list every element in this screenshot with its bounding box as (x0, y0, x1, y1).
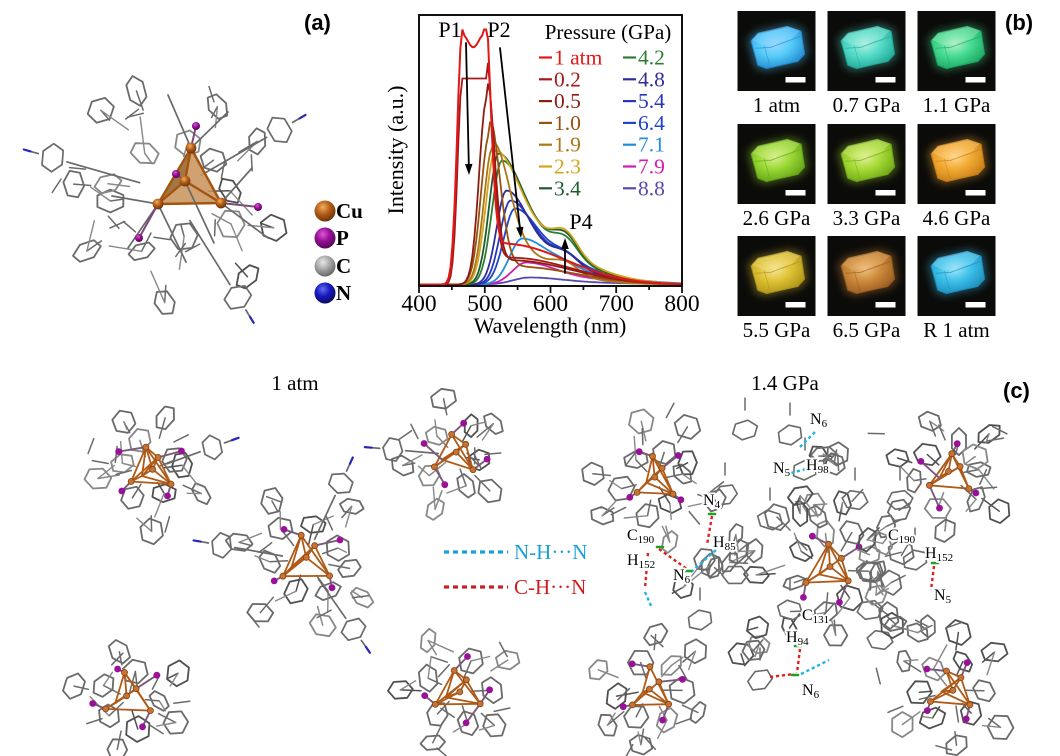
svg-text:2.3: 2.3 (554, 155, 581, 179)
svg-text:6.5 GPa: 6.5 GPa (833, 318, 901, 342)
svg-text:C-H···N: C-H···N (514, 575, 586, 599)
svg-text:1.9: 1.9 (554, 133, 581, 157)
svg-text:P: P (336, 226, 349, 250)
svg-text:6.4: 6.4 (638, 111, 665, 135)
svg-text:H152: H152 (627, 552, 655, 571)
svg-text:Wavelength (nm): Wavelength (nm) (474, 313, 627, 338)
svg-text:1 atm: 1 atm (271, 371, 318, 395)
svg-text:Pressure (GPa): Pressure (GPa) (545, 20, 672, 44)
svg-text:N-H···N: N-H···N (514, 540, 587, 564)
svg-text:P4: P4 (569, 209, 592, 234)
svg-text:P1: P1 (438, 17, 461, 42)
svg-text:600: 600 (533, 291, 568, 317)
svg-text:N: N (336, 281, 351, 305)
svg-text:1.0: 1.0 (554, 111, 581, 135)
svg-text:1.1 GPa: 1.1 GPa (923, 93, 991, 117)
svg-text:C190: C190 (627, 527, 655, 546)
svg-text:1.4 GPa: 1.4 GPa (751, 371, 819, 395)
svg-text:(c): (c) (1003, 378, 1030, 403)
svg-text:Cu: Cu (336, 199, 363, 223)
svg-text:7.9: 7.9 (638, 155, 665, 179)
svg-text:2.6 GPa: 2.6 GPa (743, 206, 811, 230)
svg-text:1 atm: 1 atm (753, 93, 800, 117)
svg-text:3.3 GPa: 3.3 GPa (833, 206, 901, 230)
svg-text:4.2: 4.2 (638, 46, 665, 70)
svg-text:R 1 atm: R 1 atm (923, 318, 990, 342)
svg-text:H94: H94 (786, 629, 809, 648)
svg-text:4.6 GPa: 4.6 GPa (923, 206, 991, 230)
svg-text:C190: C190 (888, 527, 916, 546)
svg-text:700: 700 (599, 291, 634, 317)
svg-text:N6: N6 (802, 682, 820, 701)
svg-text:0.7 GPa: 0.7 GPa (833, 93, 901, 117)
svg-text:H152: H152 (925, 545, 953, 564)
svg-text:(b): (b) (1005, 10, 1033, 35)
svg-text:1 atm: 1 atm (554, 46, 603, 70)
svg-text:7.1: 7.1 (638, 133, 665, 157)
svg-text:400: 400 (401, 291, 436, 317)
svg-text:N6: N6 (810, 411, 828, 430)
svg-text:500: 500 (467, 291, 502, 317)
svg-text:5.4: 5.4 (638, 89, 665, 113)
svg-text:4.8: 4.8 (638, 67, 665, 91)
svg-text:8.8: 8.8 (638, 176, 665, 200)
svg-text:3.4: 3.4 (554, 176, 581, 200)
svg-text:P2: P2 (487, 17, 510, 42)
svg-text:C: C (336, 254, 351, 278)
svg-text:0.5: 0.5 (554, 89, 581, 113)
svg-text:N4: N4 (703, 492, 721, 511)
svg-text:Intensity (a.u.): Intensity (a.u.) (383, 86, 408, 215)
svg-text:N5: N5 (934, 587, 952, 606)
svg-text:N5: N5 (773, 460, 791, 479)
svg-text:0.2: 0.2 (554, 67, 581, 91)
svg-text:H85: H85 (713, 534, 736, 553)
svg-text:800: 800 (664, 291, 699, 317)
svg-text:(a): (a) (304, 10, 331, 35)
svg-text:5.5 GPa: 5.5 GPa (743, 318, 811, 342)
